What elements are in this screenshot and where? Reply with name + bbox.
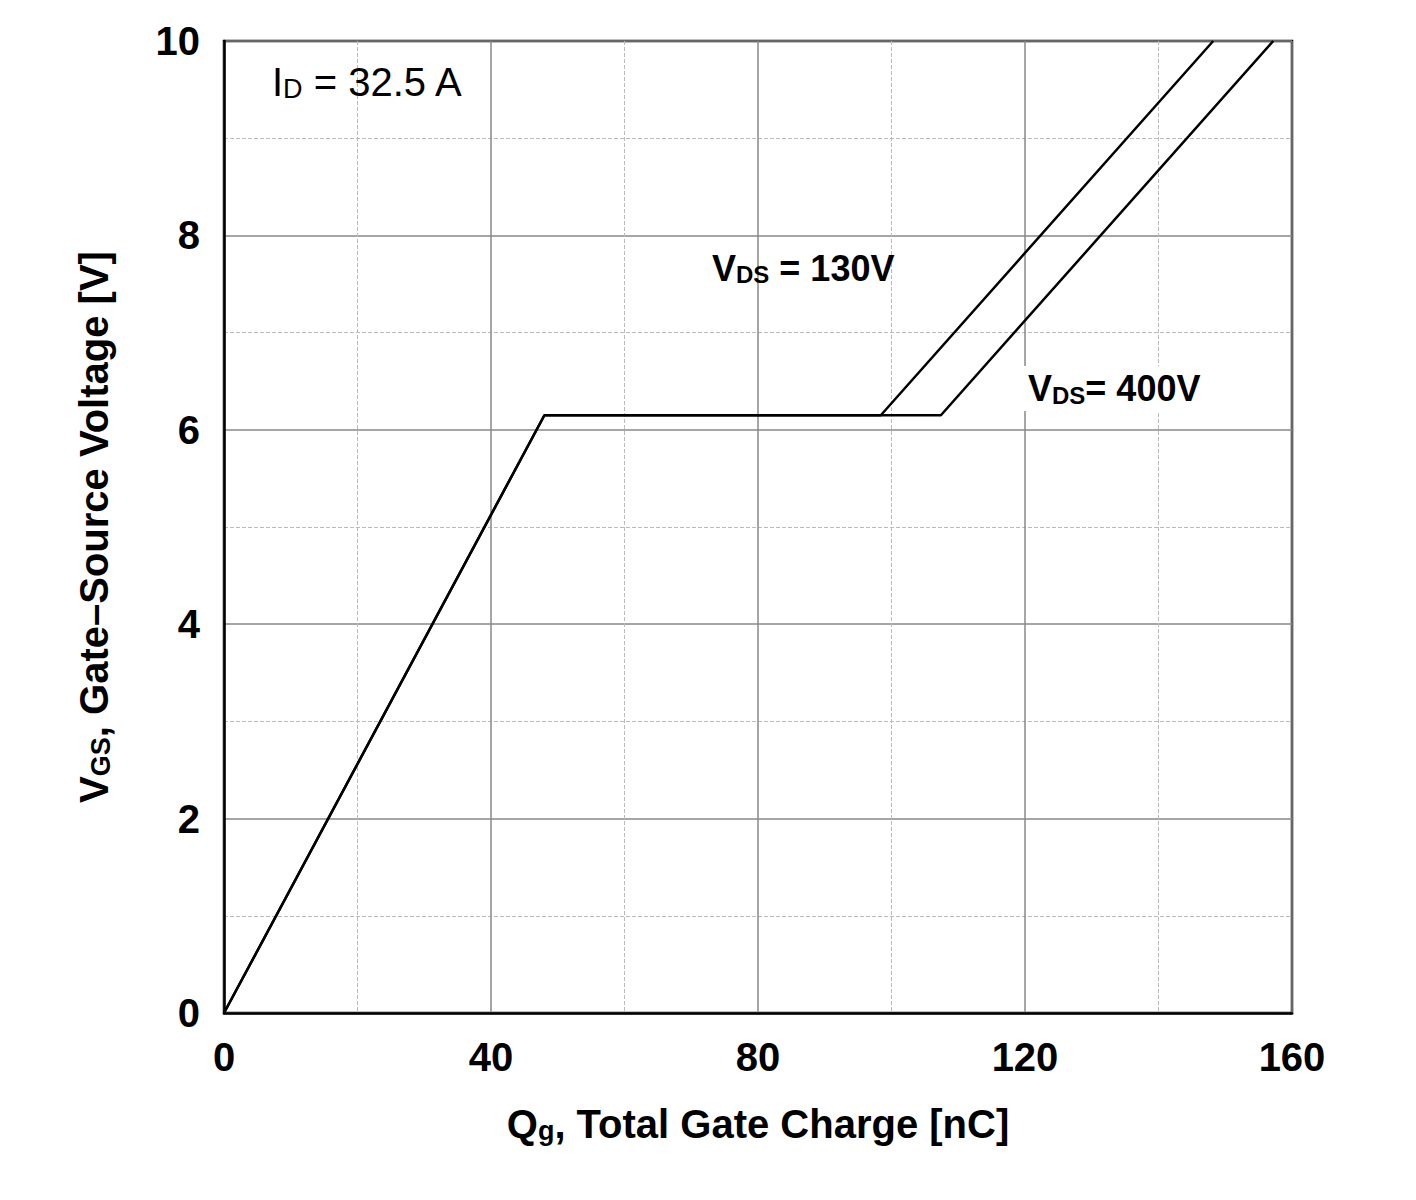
svg-text:= 400V: = 400V [1085,368,1200,409]
svg-text:GS: GS [86,737,116,776]
svg-text:D: D [283,74,303,104]
svg-text:= 130V: = 130V [769,248,894,289]
svg-text:40: 40 [469,1035,514,1079]
svg-text:4: 4 [178,602,201,646]
svg-text:8: 8 [178,213,200,257]
svg-text:V: V [712,248,736,289]
svg-text:g: g [538,1116,555,1146]
svg-text:Q: Q [507,1102,538,1146]
svg-text:, Total Gate Charge [nC]: , Total Gate Charge [nC] [554,1102,1009,1146]
svg-text:0: 0 [213,1035,235,1079]
svg-text:160: 160 [1259,1035,1326,1079]
svg-text:DS: DS [736,261,769,288]
svg-text:0: 0 [178,991,200,1035]
svg-text:10: 10 [156,19,201,63]
svg-text:, Gate–Source Voltage [V]: , Gate–Source Voltage [V] [72,251,116,737]
svg-text:120: 120 [992,1035,1059,1079]
svg-text:80: 80 [736,1035,781,1079]
svg-text:= 32.5 A: = 32.5 A [303,60,462,104]
svg-text:DS: DS [1052,382,1085,409]
svg-text:6: 6 [178,408,200,452]
svg-text:2: 2 [178,797,200,841]
svg-text:V: V [1028,368,1052,409]
svg-text:I: I [272,60,283,104]
svg-text:V: V [72,776,116,803]
